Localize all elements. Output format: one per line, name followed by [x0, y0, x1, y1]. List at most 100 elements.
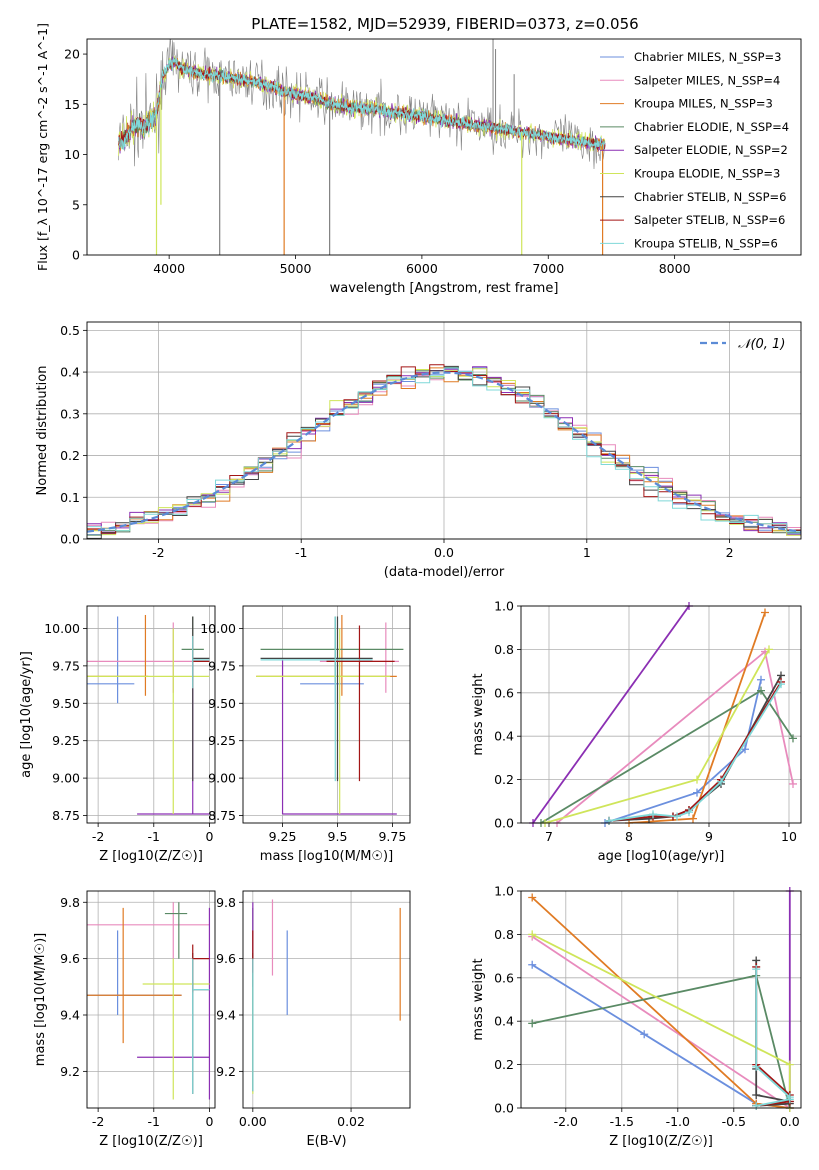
axes-mass_weight_vs_age: 7 8 9 10 0.0 0.2 0.4 0.6 0.8 1.0 age [log10(age/yr…	[471, 599, 802, 864]
y-tick-label: 10	[64, 147, 80, 162]
data-point-kroupa_stelib	[752, 1101, 761, 1110]
data-point-kroupa_stelib	[785, 1095, 794, 1104]
x-tick-label: 0	[205, 1114, 213, 1129]
data-point-chabrier_miles	[693, 788, 701, 797]
axes-frame	[86, 38, 802, 256]
data-point-kroupa_miles	[528, 893, 537, 902]
axes-age_vs_Z: -2 -1 0 8.75 9.00 9.25 9.50 9.75 10.00 Z [log10(Z…	[19, 605, 216, 864]
y-tick-label: 1.0	[494, 884, 514, 899]
data-point-kroupa_miles	[761, 608, 769, 617]
y-tick-label: 9.2	[60, 1064, 80, 1079]
y-axis-label: mass [log10(M/M☉)]	[33, 933, 48, 1066]
series-line-chabrier_elodie	[532, 974, 791, 1108]
axes-frame	[86, 605, 216, 824]
y-tick-label: 0.0	[494, 1101, 514, 1116]
legend-label: Salpeter MILES, N_SSP=4	[634, 73, 780, 87]
y-tick-label: 0.0	[60, 532, 80, 547]
spectrum-kroupa_stelib	[118, 58, 606, 151]
normal-curve	[87, 371, 801, 533]
figure-title: PLATE=1582, MJD=52939, FIBERID=0373, z=0…	[251, 15, 638, 33]
y-tick-label: 0.6	[494, 685, 514, 700]
data-point-kroupa_stelib	[752, 1062, 761, 1071]
axes-frame	[242, 605, 411, 824]
x-tick-label: -1	[148, 1114, 160, 1129]
x-tick-label: 0	[205, 829, 213, 844]
data-point-kroupa_elodie	[528, 930, 537, 939]
y-tick-label: 0.4	[494, 729, 514, 744]
y-tick-label: 0.6	[494, 970, 514, 985]
series-line-salpeter_elodie	[532, 606, 690, 823]
x-tick-label: 10	[781, 829, 797, 844]
y-tick-label: 0.2	[60, 448, 80, 463]
x-tick-label: -0.5	[722, 1114, 746, 1129]
axes-residuals: -2 -1 0.0 1 2 0.0 0.1 0.2 0.3 0.4 0.5 (data-model)/…	[35, 321, 802, 580]
axes-frame	[86, 890, 216, 1109]
y-tick-label: 10.00	[44, 621, 80, 636]
x-tick-label: 8000	[659, 261, 691, 276]
series-line-salpeter_stelib	[608, 681, 782, 822]
x-tick-label: 7000	[532, 261, 564, 276]
x-tick-label: 0.00	[239, 1114, 267, 1129]
legend-label: Salpeter STELIB, N_SSP=6	[634, 213, 785, 227]
series-line-chabrier_stelib	[608, 674, 782, 822]
series-line-chabrier_miles	[531, 964, 790, 1108]
series-line-salpeter_miles	[556, 649, 794, 823]
y-tick-label: 0.4	[494, 1014, 514, 1029]
legend-label: Kroupa MILES, N_SSP=3	[634, 97, 773, 111]
legend-label: Kroupa ELODIE, N_SSP=3	[634, 167, 780, 181]
data-point-kroupa_stelib	[605, 816, 613, 825]
y-tick-label: 9.6	[216, 951, 236, 966]
legend-label: Kroupa STELIB, N_SSP=6	[634, 236, 778, 250]
y-tick-label: 9.75	[208, 658, 236, 673]
y-tick-label: 8.75	[208, 808, 236, 823]
y-tick-label: 0.8	[494, 642, 514, 657]
y-tick-label: 9.2	[216, 1064, 236, 1079]
legend-label: Chabrier MILES, N_SSP=3	[634, 50, 781, 64]
x-axis-label: mass [log10(M/M☉)]	[260, 849, 393, 864]
data-point-kroupa_stelib	[777, 680, 785, 689]
x-tick-label: 0.0	[434, 545, 454, 560]
x-tick-label: -1.0	[666, 1114, 690, 1129]
x-tick-label: 1	[583, 545, 591, 560]
series-line-kroupa_stelib	[608, 683, 782, 822]
y-tick-label: 9.50	[208, 696, 236, 711]
x-axis-label: age [log10(age/yr)]	[598, 849, 725, 864]
y-axis-label: mass weight	[471, 673, 486, 755]
y-axis-label: mass weight	[471, 958, 486, 1040]
axes-mass_vs_Z: -2 -1 0 9.2 9.4 9.6 9.8 Z [log10(Z/Z☉)] mass [lo…	[33, 890, 216, 1149]
y-tick-label: 9.4	[60, 1008, 80, 1023]
y-tick-label: 1.0	[494, 599, 514, 614]
legend-label: 𝒩(0, 1)	[738, 337, 785, 352]
x-tick-label: 0.02	[337, 1114, 365, 1129]
y-tick-label: 9.00	[52, 771, 80, 786]
x-tick-label: 8	[625, 829, 633, 844]
x-tick-label: -2	[152, 545, 164, 560]
y-tick-label: 9.6	[60, 951, 80, 966]
x-axis-label: wavelength [Angstrom, rest frame]	[330, 281, 559, 296]
y-tick-label: 0.3	[60, 406, 80, 421]
data-point-salpeter_miles	[789, 779, 797, 788]
y-tick-label: 9.50	[52, 696, 80, 711]
data-point-kroupa_elodie	[693, 775, 701, 784]
x-axis-label: Z [log10(Z/Z☉)]	[99, 1134, 203, 1149]
x-tick-label: 0.0	[780, 1114, 800, 1129]
y-tick-label: 9.8	[60, 895, 80, 910]
y-tick-label: 9.75	[52, 658, 80, 673]
x-tick-label: -2	[92, 829, 104, 844]
series-line-chabrier_miles	[604, 679, 762, 823]
axes-frame	[520, 890, 802, 1109]
x-axis-label: Z [log10(Z/Z☉)]	[99, 849, 203, 864]
y-axis-label: Flux [f_λ 10^-17 erg cm^-2 s^-1 A^-1]	[35, 23, 50, 271]
y-tick-label: 0.2	[494, 1057, 514, 1072]
axes-frame	[242, 890, 411, 1109]
data-point-chabrier_elodie	[757, 686, 765, 695]
x-tick-label: 5000	[280, 261, 312, 276]
series-line-salpeter_miles	[531, 935, 791, 1108]
legend-label: Chabrier ELODIE, N_SSP=4	[634, 120, 789, 134]
y-tick-label: 20	[64, 47, 80, 62]
x-tick-label: 6000	[406, 261, 438, 276]
y-tick-label: 9.25	[52, 733, 80, 748]
y-tick-label: 9.00	[208, 771, 236, 786]
axes-frame	[520, 605, 802, 824]
x-tick-label: 2	[726, 545, 734, 560]
